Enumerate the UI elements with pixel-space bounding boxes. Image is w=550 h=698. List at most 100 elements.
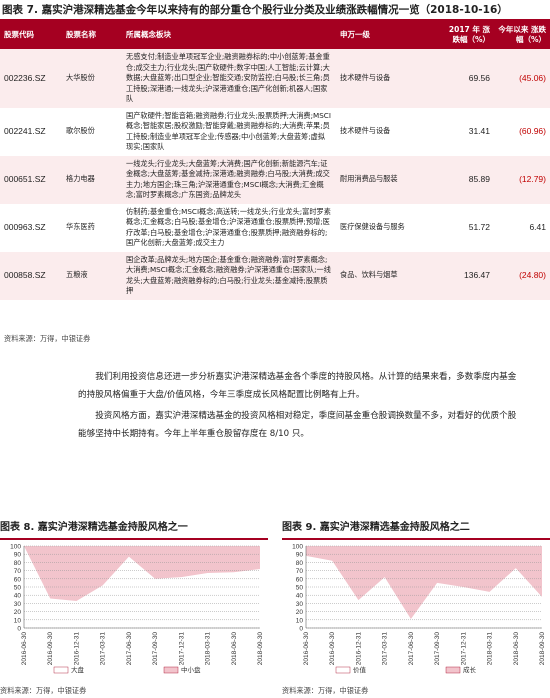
header-concepts: 所属概念板块	[122, 21, 336, 49]
stock-code: 000963.SZ	[0, 203, 62, 252]
paragraph: 我们利用投资信息还进一步分析嘉实沪港深精选基金各个季度的持股风格。从计算的结果来…	[78, 372, 517, 400]
stock-concepts: 仿制药;基金重仓;MSCI概念;高送转;一线龙头;行业龙头;富时罗素概念;汇金概…	[122, 203, 336, 252]
stock-code: 000651.SZ	[0, 155, 62, 204]
y-tick-label: 60	[296, 576, 304, 583]
y-tick-label: 90	[296, 552, 304, 559]
series-area-价值	[306, 555, 542, 628]
x-tick-label: 2016-06-30	[303, 632, 310, 666]
stock-name: 五粮液	[62, 251, 122, 300]
chart-source: 资料来源：万得，中银证券	[0, 686, 87, 695]
stock-ytd-change: (60.96)	[494, 107, 550, 156]
x-tick-label: 2016-06-30	[21, 632, 28, 666]
y-tick-label: 100	[10, 544, 21, 551]
stock-industry: 技术硬件与设备	[336, 107, 440, 156]
x-tick-label: 2017-03-31	[100, 632, 107, 666]
paragraph: 投资风格方面，嘉实沪港深精选基金的投资风格相对稳定，季度间基金重仓股调换数量不多…	[78, 411, 517, 439]
x-tick-label: 2017-03-31	[382, 632, 389, 666]
x-tick-label: 2017-06-30	[408, 632, 415, 666]
stock-name: 格力电器	[62, 155, 122, 204]
stock-code: 002236.SZ	[0, 49, 62, 108]
x-tick-label: 2018-06-30	[231, 632, 238, 666]
x-tick-label: 2016-12-31	[73, 632, 80, 666]
stock-concepts: 无感支付;制造业单项冠军企业;融资融券标的;中小创蓝筹;基金重仓;成交主力;行业…	[122, 49, 336, 108]
chart-title-rule	[282, 538, 550, 540]
x-tick-label: 2018-06-30	[513, 632, 520, 666]
stock-name: 华东医药	[62, 203, 122, 252]
table-source: 资料来源：万得，中银证券	[4, 334, 91, 343]
legend-label: 成长	[463, 665, 477, 674]
stock-name: 歌尔股份	[62, 107, 122, 156]
header-code: 股票代码	[0, 21, 62, 49]
legend-swatch	[53, 666, 69, 674]
chart-8: 图表 8. 嘉实沪港深精选基金持股风格之一 0 10 20 30 40 50 60 70 80 9…	[0, 520, 268, 696]
stock-2017-change: 69.56	[440, 49, 494, 108]
y-tick-label: 40	[14, 593, 22, 600]
y-tick-label: 80	[14, 560, 22, 567]
x-tick-label: 2017-06-30	[126, 632, 133, 666]
stock-2017-change: 136.47	[440, 251, 494, 300]
x-tick-label: 2017-09-30	[152, 632, 159, 666]
header-industry: 申万一级	[336, 21, 440, 49]
x-tick-label: 2016-09-30	[329, 632, 336, 666]
stock-concepts: 国产软硬件;智能音箱;融资融券;行业龙头;股票质押;大消费;MSCI概念;智能家…	[122, 107, 336, 156]
x-tick-label: 2018-09-30	[257, 632, 264, 666]
table-row: 002241.SZ 歌尔股份 国产软硬件;智能音箱;融资融券;行业龙头;股票质押…	[0, 107, 550, 156]
legend-label: 价值	[353, 665, 367, 674]
legend-swatch	[445, 666, 461, 674]
legend-swatch	[163, 666, 179, 674]
stock-industry: 技术硬件与设备	[336, 49, 440, 108]
legend-label: 大盘	[71, 665, 85, 674]
y-tick-label: 0	[17, 626, 21, 633]
table-row: 000963.SZ 华东医药 仿制药;基金重仓;MSCI概念;高送转;一线龙头;…	[0, 203, 550, 252]
table-header-row: 股票代码 股票名称 所属概念板块 申万一级 2017 年 涨跌幅（%） 今年以来…	[0, 21, 550, 49]
y-tick-label: 40	[296, 593, 304, 600]
x-tick-label: 2016-09-30	[47, 632, 54, 666]
y-tick-label: 20	[14, 609, 22, 616]
header-2017: 2017 年 涨跌幅（%）	[440, 21, 494, 49]
header-name: 股票名称	[62, 21, 122, 49]
y-tick-label: 30	[296, 601, 304, 608]
stock-ytd-change: (12.79)	[494, 155, 550, 204]
stock-2017-change: 85.89	[440, 155, 494, 204]
stock-name: 大华股份	[62, 49, 122, 108]
x-tick-label: 2018-09-30	[539, 632, 546, 666]
title-rule	[0, 19, 550, 21]
stock-code: 000858.SZ	[0, 251, 62, 300]
y-tick-label: 60	[14, 576, 22, 583]
y-tick-label: 70	[296, 568, 304, 575]
y-tick-label: 50	[14, 585, 22, 592]
x-tick-label: 2018-03-31	[487, 632, 494, 666]
legend-swatch	[335, 666, 351, 674]
stock-table: 股票代码 股票名称 所属概念板块 申万一级 2017 年 涨跌幅（%） 今年以来…	[0, 21, 550, 300]
stock-industry: 耐用消费品与服装	[336, 155, 440, 204]
x-tick-label: 2017-12-31	[178, 632, 185, 666]
chart-title: 图表 8. 嘉实沪港深精选基金持股风格之一	[0, 522, 188, 533]
y-tick-label: 30	[14, 601, 22, 608]
stock-ytd-change: (45.06)	[494, 49, 550, 108]
stock-concepts: 一线龙头;行业龙头;大盘蓝筹;大消费;国产化创新;新能源汽车;证金概念;大盘蓝筹…	[122, 155, 336, 204]
stock-industry: 医疗保健设备与服务	[336, 203, 440, 252]
y-tick-label: 0	[299, 626, 303, 633]
stock-ytd-change: 6.41	[494, 203, 550, 252]
stock-2017-change: 51.72	[440, 203, 494, 252]
x-tick-label: 2016-12-31	[355, 632, 362, 666]
y-tick-label: 50	[296, 585, 304, 592]
table-row: 000858.SZ 五粮液 国企改革;品牌龙头;地方国企;基金重仓;融资融券;富…	[0, 251, 550, 300]
y-tick-label: 80	[296, 560, 304, 567]
stock-ytd-change: (24.80)	[494, 251, 550, 300]
legend-label: 中小盘	[181, 665, 201, 674]
table-row: 002236.SZ 大华股份 无感支付;制造业单项冠军企业;融资融券标的;中小创…	[0, 49, 550, 108]
y-tick-label: 70	[14, 568, 22, 575]
chart-title: 图表 9. 嘉实沪港深精选基金持股风格之二	[282, 522, 470, 533]
stock-industry: 食品、饮料与烟草	[336, 251, 440, 300]
chart-9: 图表 9. 嘉实沪港深精选基金持股风格之二 0 10 20 30 40 50 60 70 80 9…	[282, 520, 550, 696]
chart-source: 资料来源：万得，中银证券	[282, 686, 369, 695]
x-tick-label: 2017-09-30	[434, 632, 441, 666]
y-tick-label: 20	[296, 609, 304, 616]
stock-code: 002241.SZ	[0, 107, 62, 156]
stock-concepts: 国企改革;品牌龙头;地方国企;基金重仓;融资融券;富时罗素概念;大消费;MSCI…	[122, 251, 336, 300]
y-tick-label: 100	[292, 544, 303, 551]
chart-title-rule	[0, 538, 268, 540]
